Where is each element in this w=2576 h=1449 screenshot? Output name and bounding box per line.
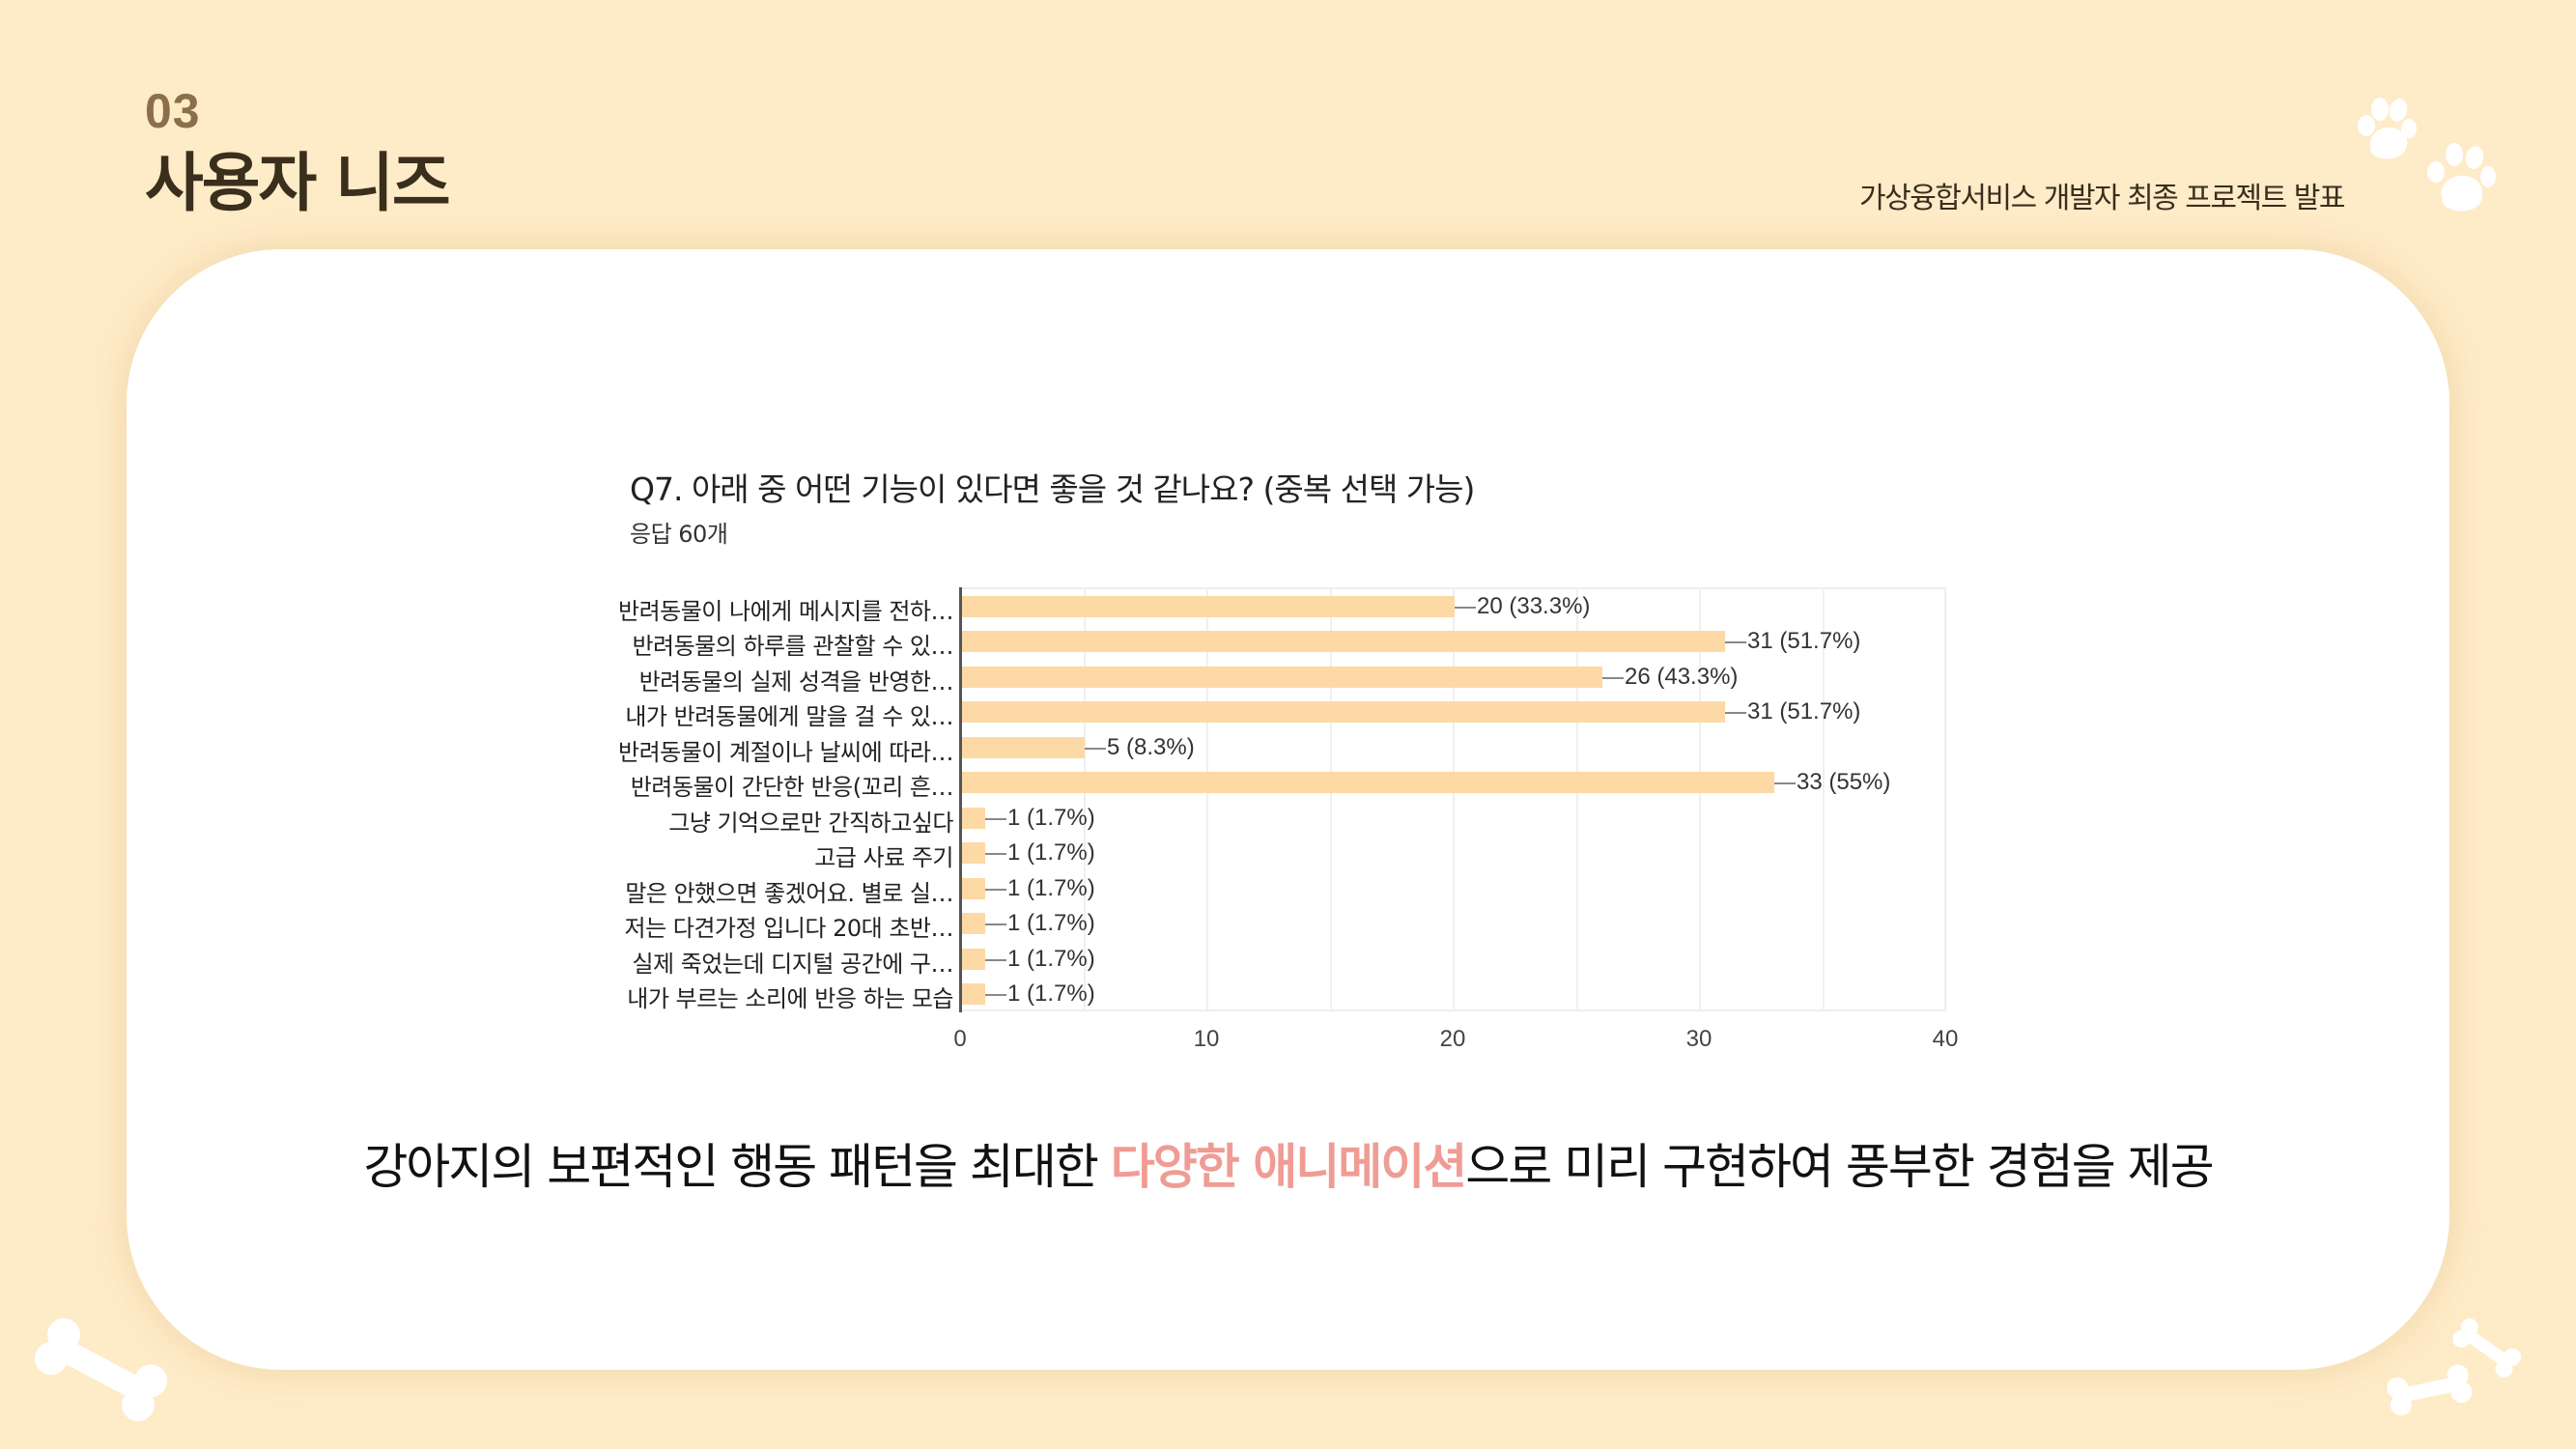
- bar: [962, 913, 985, 934]
- data-label: 1 (1.7%): [985, 946, 1095, 973]
- x-tick-label: 40: [1932, 1026, 1959, 1052]
- bone-icon: [34, 1318, 168, 1422]
- bar: [962, 596, 1455, 617]
- category-label: 내가 부르는 소리에 반응 하는 모습: [627, 985, 953, 1012]
- caption-highlight: 다양한 애니메이션: [1110, 1139, 1467, 1195]
- gridline: [1453, 587, 1455, 1011]
- x-tick-label: 10: [1193, 1026, 1220, 1052]
- x-tick-label: 30: [1685, 1026, 1713, 1052]
- data-label: 1 (1.7%): [985, 980, 1095, 1008]
- gridline: [1330, 587, 1332, 1011]
- chart-response-count: 응답 60개: [630, 521, 728, 548]
- bone-icon: [2387, 1364, 2473, 1416]
- category-label: 반려동물이 계절이나 날씨에 따라…: [617, 739, 954, 766]
- data-label: 31 (51.7%): [1725, 698, 1860, 725]
- bar: [962, 701, 1725, 723]
- presentation-subtitle: 가상융합서비스 개발자 최종 프로젝트 발표: [1859, 182, 2345, 215]
- category-label: 그냥 기억으로만 간직하고싶다: [668, 810, 953, 837]
- data-label: 33 (55%): [1774, 769, 1890, 796]
- gridline: [1206, 587, 1208, 1011]
- bar: [962, 772, 1774, 793]
- category-label: 내가 반려동물에게 말을 걸 수 있…: [625, 703, 953, 730]
- category-label: 반려동물이 나에게 메시지를 전하…: [617, 598, 954, 625]
- page-title: 사용자 니즈: [145, 146, 451, 220]
- caption-text: 으로 미리 구현하여 풍부한 경험을 제공: [1465, 1139, 2214, 1195]
- paw-print-icon: [2358, 98, 2417, 159]
- category-label: 저는 다견가정 입니다 20대 초반…: [624, 915, 953, 942]
- gridline: [1576, 587, 1578, 1011]
- category-label: 실제 죽었는데 디지털 공간에 구…: [632, 951, 953, 978]
- gridline: [1823, 587, 1825, 1011]
- bar: [962, 737, 1085, 758]
- data-label: 31 (51.7%): [1725, 628, 1860, 655]
- bar: [962, 842, 985, 864]
- data-label: 1 (1.7%): [985, 910, 1095, 937]
- data-label: 1 (1.7%): [985, 839, 1095, 867]
- category-label: 말은 안했으면 좋겠어요. 별로 실…: [625, 880, 953, 907]
- category-label: 고급 사료 주기: [814, 844, 953, 871]
- x-tick-label: 0: [953, 1026, 967, 1052]
- section-number: 03: [145, 84, 201, 138]
- content-card: [127, 249, 2449, 1370]
- data-label: 5 (8.3%): [1085, 734, 1195, 761]
- data-label: 20 (33.3%): [1455, 593, 1590, 620]
- caption-text: 강아지의 보편적인 행동 패턴을 최대한: [363, 1139, 1111, 1195]
- y-axis-line: [959, 587, 962, 1012]
- category-label: 반려동물의 실제 성격을 반영한…: [638, 668, 954, 696]
- bar: [962, 631, 1725, 652]
- bar: [962, 949, 985, 970]
- data-label: 1 (1.7%): [985, 875, 1095, 902]
- bar: [962, 667, 1602, 688]
- data-label: 1 (1.7%): [985, 805, 1095, 832]
- bar: [962, 983, 985, 1005]
- bar: [962, 878, 985, 899]
- gridline: [1699, 587, 1701, 1011]
- data-label: 26 (43.3%): [1602, 664, 1738, 691]
- bar: [962, 808, 985, 829]
- gridline: [1084, 587, 1086, 1011]
- category-label: 반려동물이 간단한 반응(꼬리 흔…: [630, 774, 954, 801]
- paw-print-icon: [2427, 143, 2496, 212]
- category-label: 반려동물의 하루를 관찰할 수 있…: [632, 633, 953, 660]
- bone-icon: [2452, 1318, 2522, 1378]
- x-tick-label: 20: [1439, 1026, 1466, 1052]
- summary-caption: 강아지의 보편적인 행동 패턴을 최대한 다양한 애니메이션으로 미리 구현하여…: [0, 1128, 2576, 1198]
- chart-title: Q7. 아래 중 어떤 기능이 있다면 좋을 것 같나요? (중복 선택 가능): [630, 470, 1475, 508]
